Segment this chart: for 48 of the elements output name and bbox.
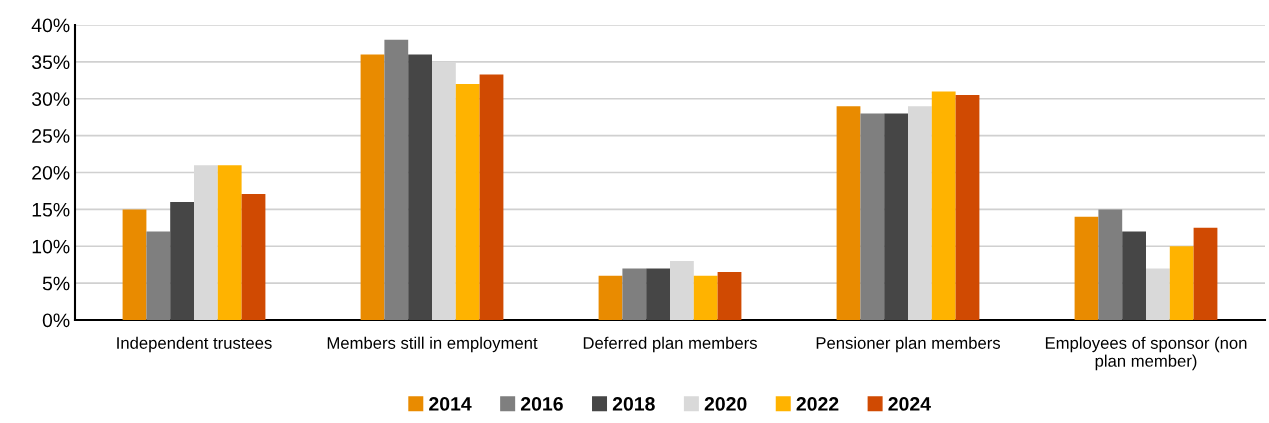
bar	[598, 275, 623, 320]
legend-label: 2022	[796, 397, 839, 411]
bar	[1169, 246, 1194, 320]
legend-label: 2024	[888, 397, 931, 411]
bar	[146, 231, 171, 320]
bar	[408, 54, 432, 320]
bar	[455, 84, 480, 320]
x-tick-label: Independent trustees	[117, 336, 272, 353]
y-tick-label: 35%	[31, 55, 70, 70]
bar	[1098, 209, 1123, 320]
bar	[1146, 268, 1170, 320]
y-tick-label: 5%	[42, 276, 70, 291]
y-tick-label: 10%	[32, 239, 70, 254]
bar	[479, 74, 504, 320]
bar	[122, 209, 147, 320]
y-tick-label: 20%	[32, 165, 70, 180]
x-tick-label: Deferred plan members	[583, 336, 757, 353]
bar	[670, 261, 694, 320]
bar	[884, 113, 908, 320]
legend-label: 2020	[704, 397, 747, 411]
y-tick-label: 30%	[31, 92, 70, 106]
bar	[1074, 216, 1099, 320]
bar	[908, 106, 932, 320]
bar	[360, 54, 385, 320]
y-tick-label: 15%	[32, 202, 70, 217]
y-tick-label: 25%	[32, 129, 70, 143]
bar	[384, 39, 409, 320]
bar	[1122, 231, 1146, 320]
bar	[622, 268, 647, 320]
legend-label: 2018	[612, 397, 655, 411]
legend-label: 2014	[429, 397, 472, 411]
x-tick-label: Members still in employment	[327, 336, 538, 353]
bar	[217, 165, 242, 320]
bar	[931, 91, 956, 320]
bar	[1193, 227, 1218, 320]
y-tick-label: 0%	[42, 313, 70, 328]
bar	[717, 272, 742, 320]
bar	[693, 275, 718, 320]
bar	[860, 113, 885, 320]
y-tick-label: 40%	[31, 18, 70, 33]
bar	[836, 106, 861, 320]
x-tick-label: Employees of sponsor (non plan member)	[1045, 336, 1247, 371]
bar	[955, 95, 980, 320]
bar	[241, 193, 266, 320]
bar	[646, 268, 670, 320]
legend-label: 2016	[520, 397, 563, 411]
x-tick-label: Pensioner plan members	[816, 336, 1001, 353]
bar	[170, 202, 194, 320]
